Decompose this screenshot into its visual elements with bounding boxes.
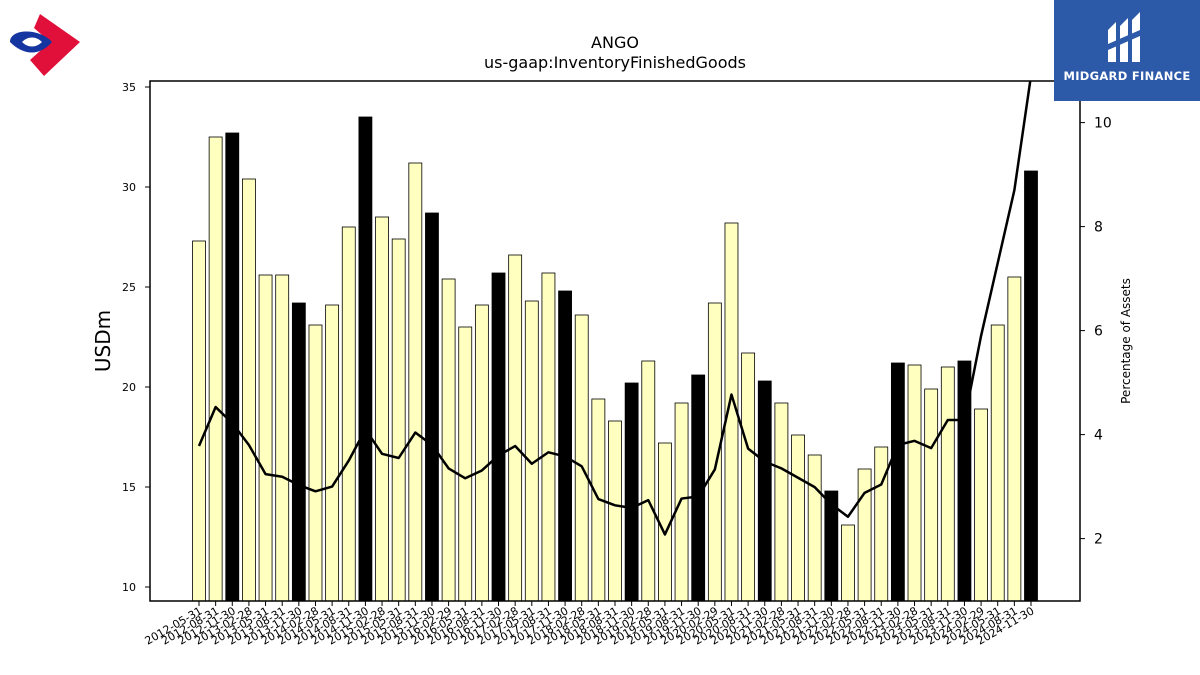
y2-axis-label: Percentage of Assets <box>1119 278 1133 404</box>
bar-2016-02-29 <box>441 278 456 602</box>
y-tick-label: 20 <box>122 381 136 394</box>
y2-tick-label: 10 <box>1094 116 1112 132</box>
chart-subtitle: us-gaap:InventoryFinishedGoods <box>484 53 746 72</box>
bar-2022-05-31 <box>857 468 872 602</box>
bar-2016-05-31 <box>458 326 473 602</box>
bar-2016-11-30 <box>491 272 506 602</box>
y-tick-label: 15 <box>122 481 136 494</box>
bar-2012-11-30 <box>225 132 240 602</box>
right-axis-ticks: 2 4 6 8 10 <box>1080 116 1112 548</box>
bar-2020-08-31 <box>741 352 756 602</box>
bar-2023-05-31 <box>924 388 939 602</box>
bar-2013-08-31 <box>275 274 290 602</box>
bar-2015-05-31 <box>391 238 406 602</box>
bar-2024-05-31 <box>990 324 1005 602</box>
bar-2022-08-31 <box>874 446 889 602</box>
bar-2015-08-31 <box>408 162 423 602</box>
bar-2021-05-31 <box>791 434 805 602</box>
bar-2020-11-30 <box>757 380 772 602</box>
y-axis-label: USDm <box>91 310 115 372</box>
bar-2024-11-30 <box>1024 170 1038 602</box>
bar-2014-11-30 <box>358 116 373 602</box>
bar-2014-08-31 <box>341 226 356 602</box>
bar-2018-02-28 <box>574 314 589 602</box>
bar-2016-08-31 <box>474 304 489 602</box>
bar-2017-05-31 <box>524 300 539 602</box>
y-tick-label: 10 <box>122 581 136 594</box>
bar-2018-08-31 <box>608 420 622 602</box>
bar-series <box>192 116 1038 602</box>
bar-2015-11-30 <box>425 212 439 602</box>
bar-2023-02-28 <box>907 364 922 602</box>
bar-2022-02-28 <box>841 524 855 602</box>
bar-2018-11-30 <box>624 382 639 602</box>
y2-tick-label: 4 <box>1094 428 1103 444</box>
y2-tick-label: 2 <box>1094 532 1103 548</box>
y2-tick-label: 6 <box>1094 324 1103 340</box>
bar-2012-05-31 <box>192 240 206 602</box>
bar-2019-02-28 <box>641 360 656 602</box>
bar-2015-02-28 <box>375 216 389 602</box>
bar-2024-02-29 <box>974 408 988 602</box>
bar-2023-08-31 <box>940 366 955 602</box>
bar-2017-11-30 <box>558 290 572 602</box>
bar-2013-05-31 <box>258 274 273 602</box>
bar-2017-02-28 <box>508 254 523 602</box>
red-blue-diamond-logo-icon <box>4 8 86 82</box>
y2-tick-label: 8 <box>1094 220 1103 236</box>
y-tick-label: 25 <box>122 281 136 294</box>
x-axis-ticks: 2012-05-312012-08-312012-11-302013-02-28… <box>143 601 1037 648</box>
bar-2019-08-31 <box>674 402 689 602</box>
left-axis-ticks: 10 15 20 25 30 35 <box>122 81 150 594</box>
bar-2013-11-30 <box>291 302 306 602</box>
chart-title: ANGO <box>591 33 639 52</box>
percentage-of-assets-line <box>197 81 1032 536</box>
bar-2022-11-30 <box>890 362 905 602</box>
bar-2014-02-28 <box>308 324 323 602</box>
bar-2013-02-28 <box>242 178 256 602</box>
bar-2012-08-31 <box>208 136 223 602</box>
midgard-finance-brand: MIDGARD FINANCE <box>1054 0 1200 101</box>
y-tick-label: 35 <box>122 81 136 94</box>
bar-2014-05-31 <box>325 304 340 602</box>
brand-name: MIDGARD FINANCE <box>1063 69 1191 83</box>
y-tick-label: 30 <box>122 181 136 194</box>
midgard-mark-icon <box>1108 12 1140 62</box>
bar-2024-08-31 <box>1007 276 1022 602</box>
bar-2021-02-28 <box>774 402 789 602</box>
bar-2021-08-31 <box>807 454 822 602</box>
bar-2017-08-31 <box>541 272 556 602</box>
